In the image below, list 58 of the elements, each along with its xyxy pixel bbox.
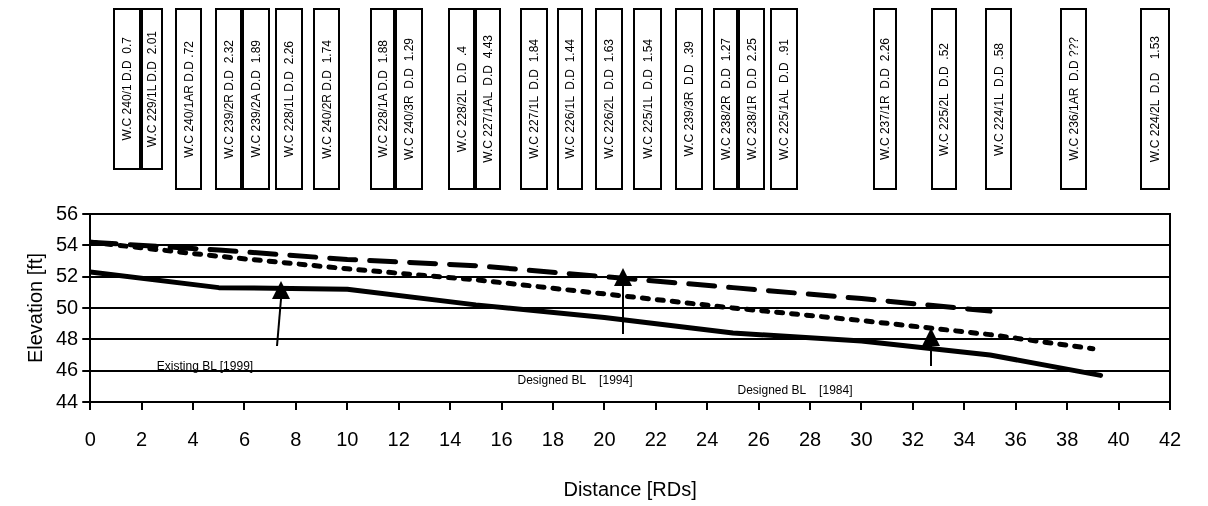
text: W.C 238/1R D.D 2.25: [744, 37, 759, 161]
text: W.C 225/1AL D.D .91: [777, 38, 791, 160]
text: W.C 237/1R D.D 2.26: [878, 37, 892, 161]
y-tick-label: 56: [56, 201, 79, 224]
x-tick-label: 0: [84, 427, 96, 450]
y-tick-label: 50: [56, 295, 79, 318]
text: W.C 226/2L D.D 1.63: [602, 39, 616, 159]
text: W.C 236/1AR D.D ???: [1066, 37, 1081, 161]
x-tick-label: 32: [901, 427, 925, 450]
text: W.C 239/2R D.D 2.32: [221, 39, 236, 159]
text: W.C 225/2L D.D .52: [937, 42, 951, 156]
x-tick-label: 28: [798, 427, 822, 450]
text: W.C 239/2A D.D 1.89: [249, 40, 263, 158]
annotation: Designed BL [1984]: [736, 382, 854, 398]
x-tick-label: 4: [187, 427, 199, 450]
text: W.C 227/1AL D.D 4.43: [481, 35, 495, 163]
y-tick-label: 52: [56, 264, 79, 287]
y-tick-label: 44: [56, 389, 79, 412]
text: W.C 224/2L D.D 1.53: [1148, 35, 1162, 163]
text: W.C 228/1A D.D 1.88: [375, 40, 390, 158]
x-tick-label: 36: [1004, 427, 1027, 450]
text: W.C 240/1AR D.D .72: [181, 40, 196, 158]
x-tick-label: 14: [439, 427, 462, 450]
text: W.C 229/1L D.D 2.01: [145, 30, 159, 148]
text: W.C 224/1L D.D .58: [991, 42, 1006, 156]
y-tick-label: 46: [56, 358, 79, 381]
x-tick-label: 40: [1107, 427, 1130, 450]
x-tick-label: 20: [593, 427, 616, 450]
x-tick-label: 10: [336, 427, 359, 450]
x-tick-label: 18: [541, 427, 565, 450]
text: W.C 240/1 D.D 0.7: [120, 37, 134, 141]
y-tick-label: 54: [56, 232, 79, 255]
text: W.C 228/1L D.D 2.26: [282, 40, 296, 158]
annotation: Existing BL [1999]: [155, 358, 255, 374]
x-tick-label: 2: [136, 427, 148, 450]
text: W.C 228/2L D.D .4: [454, 45, 469, 153]
x-tick-label: 26: [747, 427, 770, 450]
text: W.C 240/2R D.D 1.74: [319, 39, 334, 159]
text: W.C 227/1L D.D 1.84: [527, 39, 541, 159]
x-tick-label: 38: [1056, 427, 1079, 450]
x-axis-title: Distance [RDs]: [563, 477, 697, 500]
text: W.C 238/2R D.D 1.27: [718, 37, 733, 161]
x-tick-label: 24: [696, 427, 719, 450]
y-axis-title: Elevation [ft]: [23, 252, 46, 364]
x-tick-label: 12: [387, 427, 410, 450]
text: W.C 226/1L D.D 1.44: [563, 39, 577, 159]
annotation: Designed BL [1994]: [516, 372, 634, 388]
x-tick-label: 8: [290, 427, 302, 450]
x-tick-label: 42: [1158, 427, 1182, 450]
y-tick-label: 48: [56, 326, 79, 349]
x-tick-label: 22: [644, 427, 667, 450]
x-tick-label: 30: [850, 427, 873, 450]
x-tick-label: 6: [238, 427, 251, 450]
text: W.C 225/1L D.D 1.54: [640, 39, 655, 159]
text: W.C 240/3R D.D 1.29: [402, 37, 416, 161]
x-tick-label: 34: [953, 427, 976, 450]
x-tick-label: 16: [490, 427, 513, 450]
text: W.C 239/3R D.D .39: [682, 41, 696, 157]
